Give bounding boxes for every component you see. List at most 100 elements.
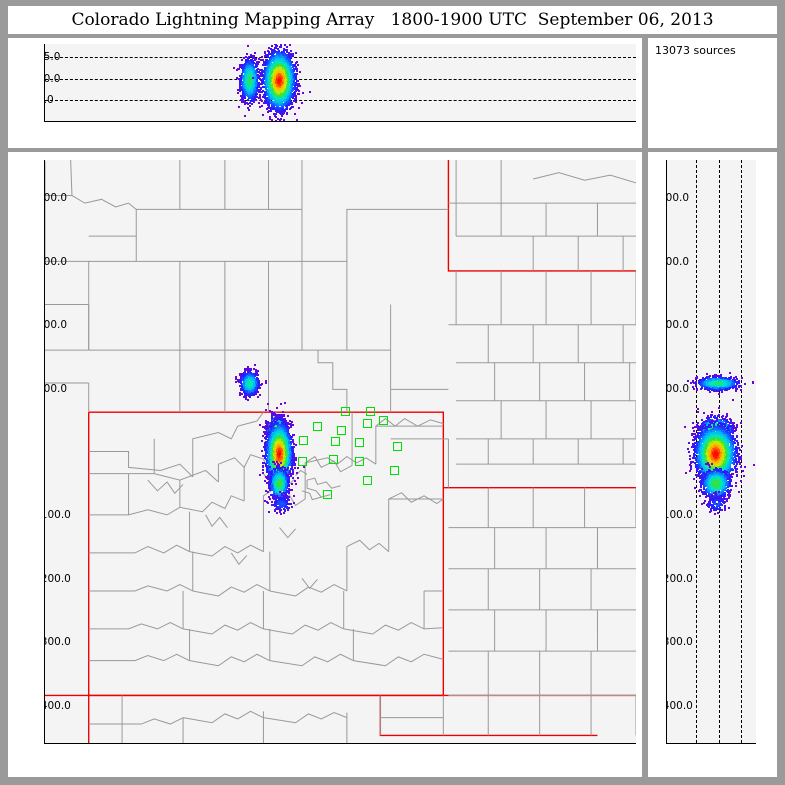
county-boundary (307, 478, 340, 488)
x-tick (533, 121, 535, 122)
county-boundary (190, 654, 270, 665)
state-border-oklahoma-panhandle (380, 695, 597, 735)
county-boundary (225, 261, 269, 304)
county-boundary (193, 412, 264, 456)
county-boundary (183, 711, 263, 722)
county-boundary (206, 515, 228, 528)
lma-station-marker[interactable] (366, 407, 375, 416)
county-boundary (353, 654, 443, 665)
lma-station-marker[interactable] (298, 457, 307, 466)
x-tick (276, 121, 278, 122)
y-tick (44, 121, 45, 122)
county-boundary (180, 496, 244, 512)
gridline-horizontal (45, 57, 636, 58)
x-tick (212, 743, 214, 744)
county-boundary (180, 160, 225, 209)
gridline-vertical (741, 160, 742, 743)
lma-station-marker[interactable] (329, 455, 338, 464)
county-boundary (263, 623, 343, 634)
x-tick (533, 743, 535, 744)
county-boundary (89, 304, 180, 350)
county-boundary (89, 452, 193, 477)
x-tick (598, 121, 600, 122)
county-boundary (89, 261, 180, 304)
county-boundary (89, 545, 190, 553)
county-boundary (180, 261, 225, 304)
county-boundary (533, 173, 636, 183)
county-boundary (89, 718, 183, 724)
county-boundary (225, 304, 269, 350)
x-tick (276, 743, 278, 744)
y-tick (44, 451, 45, 453)
county-boundary (389, 493, 444, 552)
lma-station-marker[interactable] (355, 457, 364, 466)
source-count-label: 13073 sources (655, 44, 736, 57)
lma-station-marker[interactable] (323, 490, 332, 499)
x-tick (405, 743, 407, 744)
lma-station-marker[interactable] (363, 476, 372, 485)
county-boundary (347, 304, 391, 350)
x-tick (598, 743, 600, 744)
x-tick (340, 743, 342, 744)
county-boundary (193, 585, 270, 596)
county-boundary (302, 304, 347, 350)
gridline-horizontal (45, 79, 636, 80)
lma-station-marker[interactable] (337, 426, 346, 435)
x-tick (147, 743, 149, 744)
x-tick (673, 743, 675, 744)
county-boundary (231, 553, 246, 564)
x-tick (469, 121, 471, 122)
county-boundary (270, 654, 354, 665)
county-boundary (89, 623, 183, 629)
height-latitude-panel: -400.0-300.0-200.0-100.00100.0200.0300.0… (648, 152, 777, 777)
plan-view-map-panel: -400.0-300.0-200.0-100.00100.0200.0300.0… (8, 152, 642, 777)
lma-station-marker[interactable] (390, 466, 399, 475)
county-boundary (302, 578, 317, 588)
gridline-horizontal (45, 100, 636, 101)
x-tick (696, 743, 698, 744)
x-tick (718, 743, 720, 744)
lma-station-marker[interactable] (331, 437, 340, 446)
time-height-panel: 05.010.015.0-400.0-300.0-200.0-100.00100… (8, 38, 642, 148)
source-count-panel: 13073 sources (648, 38, 777, 148)
county-state-boundaries (45, 160, 636, 743)
county-boundary (225, 160, 269, 209)
county-boundary (183, 623, 263, 634)
height-latitude-plot-area[interactable]: -400.0-300.0-200.0-100.00100.0200.0300.0… (666, 160, 756, 744)
county-boundary (89, 470, 219, 481)
county-boundary (344, 623, 444, 634)
lma-station-marker[interactable] (379, 416, 388, 425)
county-boundary (318, 350, 347, 412)
x-tick (469, 743, 471, 744)
county-boundary (263, 713, 346, 723)
lma-station-marker[interactable] (363, 419, 372, 428)
county-boundary (190, 545, 264, 556)
county-boundary (269, 160, 302, 209)
y-tick (666, 451, 667, 453)
lma-station-marker[interactable] (341, 407, 350, 416)
county-boundary (269, 304, 302, 350)
county-boundary (89, 507, 180, 515)
x-tick (147, 121, 149, 122)
x-tick (340, 121, 342, 122)
time-height-plot-area[interactable]: 05.010.015.0-400.0-300.0-200.0-100.00100… (44, 44, 636, 122)
county-boundary (89, 585, 193, 591)
x-tick (83, 121, 85, 122)
x-tick (83, 743, 85, 744)
lma-station-marker[interactable] (393, 442, 402, 451)
lma-station-marker[interactable] (313, 422, 322, 431)
county-boundary (302, 261, 347, 304)
plan-view-plot-area[interactable]: -400.0-300.0-200.0-100.00100.0200.0300.0… (44, 160, 636, 744)
window-title-bar: Colorado Lightning Mapping Array 1800-19… (8, 6, 777, 34)
county-boundary (89, 236, 137, 261)
county-boundary (148, 480, 183, 493)
county-boundary (71, 160, 137, 236)
county-boundary (180, 304, 225, 350)
x-tick (741, 743, 743, 744)
x-tick (212, 121, 214, 122)
page-title: Colorado Lightning Mapping Array 1800-19… (71, 10, 713, 30)
county-boundary (136, 160, 180, 209)
county-boundary (347, 540, 389, 591)
lma-station-marker[interactable] (355, 438, 364, 447)
lma-station-marker[interactable] (299, 436, 308, 445)
